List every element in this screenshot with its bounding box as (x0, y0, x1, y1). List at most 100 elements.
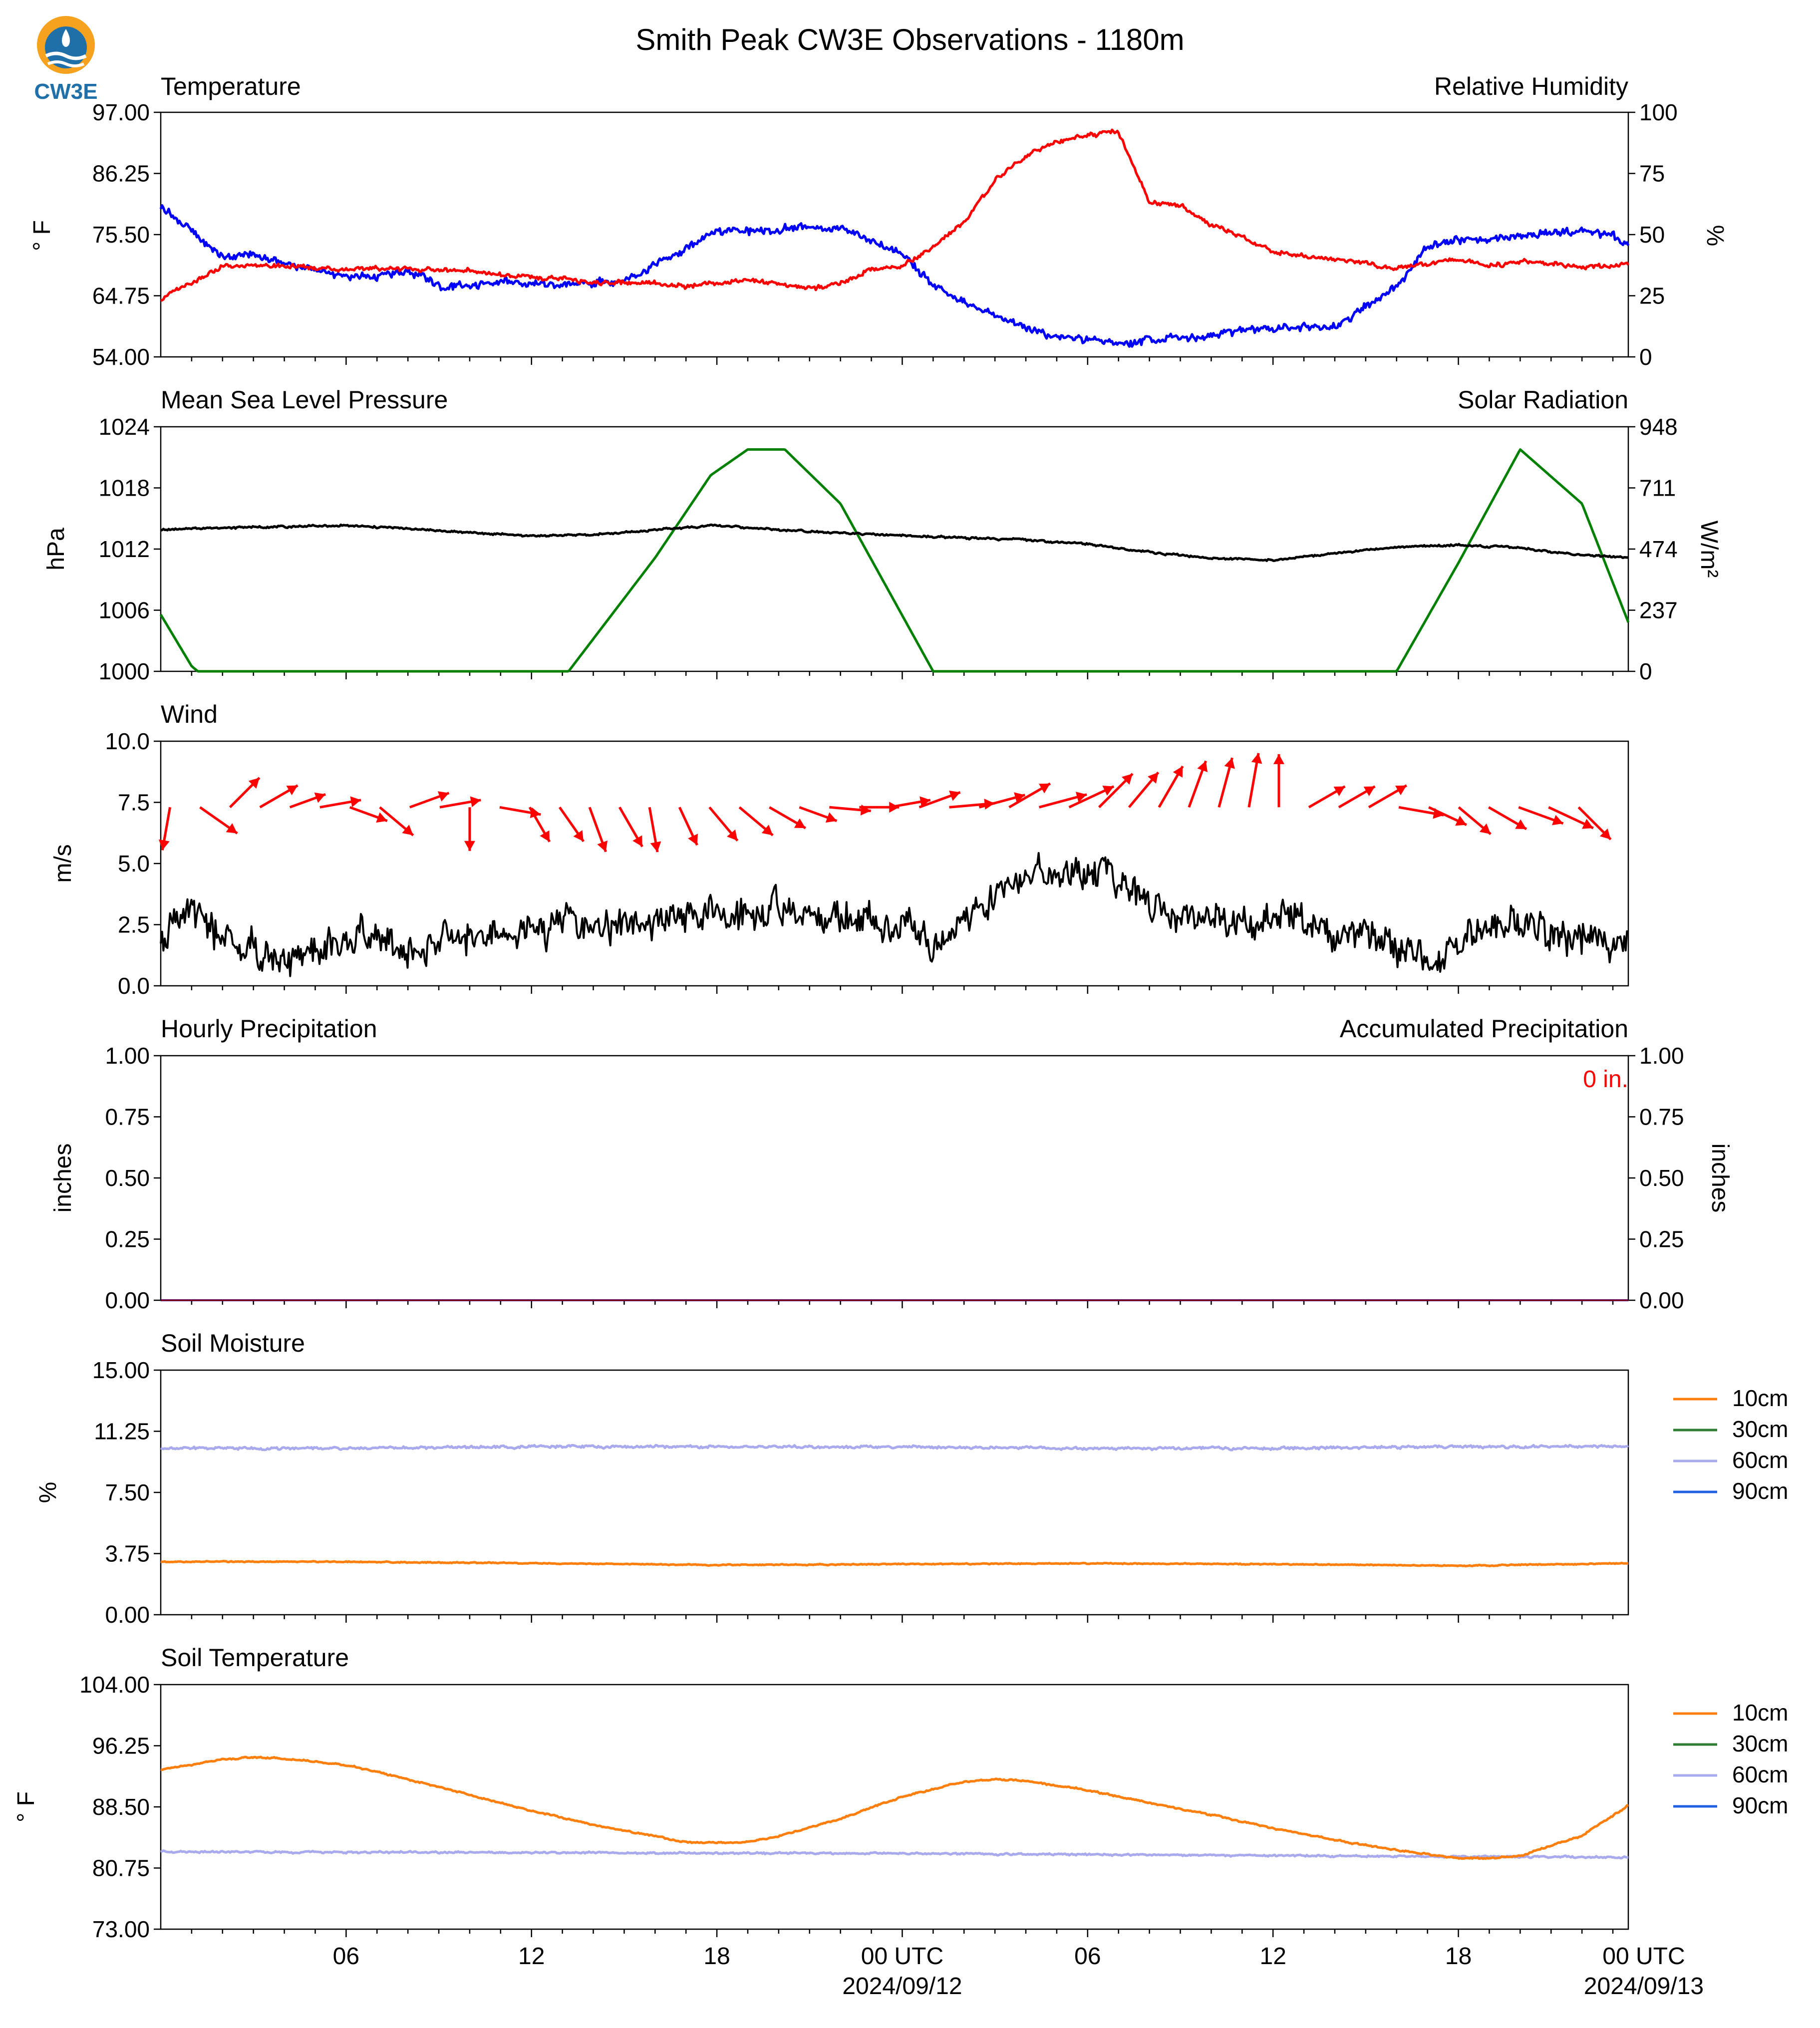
temp-left-tick-label: 86.25 (92, 161, 150, 187)
solar-ylabel: W/m² (1696, 521, 1722, 578)
wind-title: Wind (161, 700, 218, 728)
soilt-left-tick-label: 73.00 (92, 1916, 150, 1942)
temp-left-tick-label: 75.50 (92, 222, 150, 248)
wind-arrow-head (402, 825, 413, 836)
wind-speed-line (160, 852, 1629, 977)
x-date-label: 2024/09/12 (842, 1973, 962, 2000)
soilt-frame (160, 1684, 1629, 1930)
soilt-left-tick-label: 88.50 (92, 1794, 150, 1820)
legend-label-90cm: 90cm (1732, 1792, 1788, 1818)
temp-right-tick-label: 100 (1639, 99, 1678, 125)
precip-right-tick-label: 0.00 (1639, 1287, 1684, 1313)
soil-temp-ylabel: ° F (13, 1791, 39, 1822)
soil-temp-10cm-line (160, 1755, 1629, 1860)
pressure-title: Mean Sea Level Pressure (161, 386, 448, 414)
pres-left-tick-label: 1006 (99, 597, 150, 623)
wind-arrow-head (1515, 819, 1526, 829)
soilt-left-tick-label: 104.00 (79, 1672, 150, 1698)
solar-line (159, 448, 1630, 673)
soilm-left-tick-label: 15.00 (92, 1357, 150, 1383)
wind-arrow-head (1102, 786, 1114, 796)
wind-arrow-head (1273, 754, 1284, 764)
wind-arrow-head (919, 796, 930, 808)
legend-label-30cm: 30cm (1732, 1416, 1788, 1442)
temp-ylabel: ° F (29, 220, 55, 251)
x-tick-label: 18 (1445, 1943, 1472, 1970)
precip-left-tick-label: 0.00 (105, 1287, 150, 1313)
accum-precip-annotation: 0 in. (1583, 1066, 1628, 1093)
soilt-left-tick-label: 96.25 (92, 1733, 150, 1759)
soilm-frame (160, 1369, 1629, 1616)
wind-arrow-head (314, 792, 326, 803)
hourly-precip-title: Hourly Precipitation (161, 1015, 377, 1043)
wind-arrow-head (727, 829, 738, 841)
logo-drop-icon (62, 29, 70, 47)
wind-arrow-head (825, 812, 837, 823)
legend-label-60cm: 60cm (1732, 1761, 1788, 1787)
temp-right-tick-label: 0 (1639, 344, 1652, 370)
pres-left-tick-label: 1000 (99, 658, 150, 684)
precip-right-tick-label: 0.50 (1639, 1165, 1684, 1191)
pres-right-tick-label: 0 (1639, 658, 1652, 684)
wind-arrow-head (1551, 815, 1563, 826)
x-tick-label: 06 (1074, 1943, 1101, 1970)
soilm-left-tick-label: 11.25 (94, 1419, 150, 1445)
wind-arrow-head (794, 818, 806, 829)
precip-ylabel: inches (50, 1144, 76, 1213)
precip-right-tick-label: 0.75 (1639, 1104, 1684, 1130)
solar-title: Solar Radiation (1458, 386, 1628, 414)
temp-frame (160, 111, 1629, 358)
wind-arrow-head (1121, 774, 1133, 785)
wind-arrow-head (1148, 772, 1159, 784)
wind-arrow-head (350, 796, 361, 808)
pres-left-tick-label: 1012 (99, 536, 150, 562)
temp-right-tick-label: 25 (1639, 283, 1665, 309)
x-tick-label: 00 UTC (1602, 1943, 1685, 1970)
wind-left-tick-label: 10.0 (105, 728, 150, 754)
pres-left-tick-label: 1024 (99, 414, 150, 440)
precip-left-tick-label: 0.75 (105, 1104, 150, 1130)
wind-left-tick-label: 5.0 (118, 851, 150, 876)
wind-arrow-head (597, 841, 608, 852)
temp-right-tick-label: 50 (1639, 222, 1665, 248)
humidity-line (160, 128, 1630, 302)
x-date-label: 2024/09/13 (1584, 1973, 1704, 2000)
wind-arrow-head (688, 834, 698, 846)
wind-arrow-head (573, 830, 584, 842)
wind-ylabel: m/s (50, 844, 76, 882)
wind-arrow-head (761, 825, 773, 836)
soil-temp-60cm-line (160, 1849, 1629, 1860)
wind-arrow-head (159, 839, 170, 851)
pres-right-tick-label: 711 (1639, 475, 1676, 501)
x-tick-label: 18 (703, 1943, 730, 1970)
temp-right-tick-label: 75 (1639, 161, 1665, 187)
soilm-left-tick-label: 3.75 (105, 1541, 150, 1567)
wind-arrow-head (650, 841, 661, 853)
wind-arrow-head (1455, 816, 1467, 826)
precip-left-tick-label: 0.50 (105, 1165, 150, 1191)
wind-arrow-head (1075, 792, 1087, 803)
temp-left-tick-label: 54.00 (92, 344, 150, 370)
legend-label-10cm: 10cm (1732, 1700, 1788, 1726)
logo-text: CW3E (34, 79, 97, 104)
soil-moisture-ylabel: % (35, 1482, 61, 1503)
wind-arrow-head (1224, 758, 1235, 769)
precip-left-tick-label: 0.25 (105, 1226, 150, 1252)
soilm-left-tick-label: 7.50 (105, 1479, 150, 1505)
precip-right-tick-label: 1.00 (1639, 1043, 1684, 1069)
wind-arrow-head (632, 835, 642, 847)
legend-label-30cm: 30cm (1732, 1731, 1788, 1756)
wind-arrow-head (1197, 761, 1208, 773)
wind-arrow-head (376, 812, 387, 823)
accum-ylabel: inches (1707, 1144, 1733, 1213)
soil-moisture-60cm-line (160, 1444, 1629, 1451)
wind-left-tick-label: 7.5 (118, 790, 150, 816)
wind-arrow-head (1039, 783, 1050, 794)
legend-label-60cm: 60cm (1732, 1447, 1788, 1473)
wind-arrow-head (226, 823, 238, 834)
wind-arrow-head (437, 791, 449, 802)
precip-left-tick-label: 1.00 (105, 1043, 150, 1069)
wind-arrow-head (286, 785, 298, 796)
wind-arrow-head (248, 778, 260, 789)
soil-temperature-title: Soil Temperature (161, 1644, 349, 1672)
